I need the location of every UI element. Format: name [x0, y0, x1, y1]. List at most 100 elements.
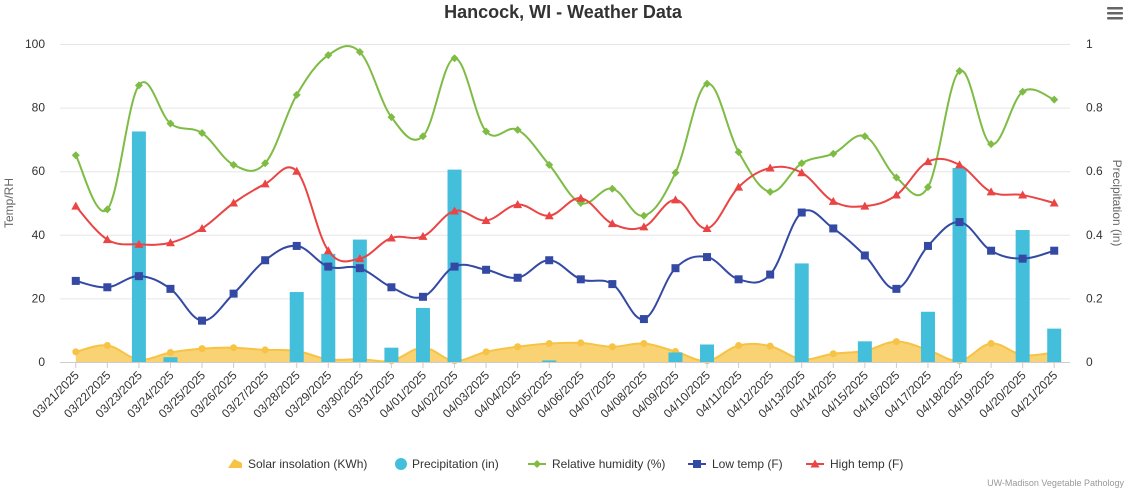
series-point[interactable]: [544, 211, 554, 220]
series-point[interactable]: [513, 200, 523, 209]
series-point[interactable]: [703, 253, 712, 262]
precipitation-bar[interactable]: [384, 347, 399, 362]
precipitation-bar[interactable]: [857, 341, 872, 362]
series-point[interactable]: [829, 149, 838, 158]
series-point[interactable]: [482, 127, 491, 136]
credits[interactable]: UW-Madison Vegetable Pathology: [987, 478, 1124, 488]
series-point[interactable]: [292, 90, 301, 99]
series-point[interactable]: [134, 239, 144, 248]
series-point[interactable]: [892, 173, 901, 182]
series-point[interactable]: [987, 246, 996, 255]
series-point[interactable]: [766, 270, 775, 279]
series-point[interactable]: [923, 241, 932, 250]
precipitation-bar[interactable]: [1047, 328, 1062, 362]
legend-marker[interactable]: [693, 460, 701, 468]
precipitation-bar[interactable]: [920, 311, 935, 362]
series-point[interactable]: [134, 272, 143, 281]
series-point[interactable]: [387, 283, 396, 292]
series-point[interactable]: [513, 273, 522, 282]
series-point[interactable]: [324, 51, 333, 60]
series-point[interactable]: [229, 198, 239, 207]
precipitation-bar[interactable]: [163, 357, 178, 362]
series-point[interactable]: [797, 208, 806, 217]
series-point[interactable]: [828, 196, 838, 205]
legend-item[interactable]: Relative humidity (%): [528, 457, 665, 471]
series-point[interactable]: [923, 183, 932, 192]
series-point[interactable]: [576, 275, 585, 284]
series-point[interactable]: [703, 79, 712, 88]
series-point[interactable]: [986, 187, 996, 196]
series-point[interactable]: [766, 187, 775, 196]
series-point[interactable]: [1018, 87, 1027, 96]
series-point[interactable]: [198, 129, 207, 138]
series-point[interactable]: [324, 262, 333, 271]
series-point[interactable]: [482, 265, 491, 274]
series-point[interactable]: [671, 168, 680, 177]
series-point[interactable]: [450, 54, 459, 63]
series-point[interactable]: [860, 251, 869, 260]
series-point[interactable]: [355, 254, 365, 263]
series-point[interactable]: [418, 132, 427, 141]
series-point[interactable]: [1018, 254, 1027, 263]
series-point[interactable]: [102, 235, 112, 244]
series-point[interactable]: [702, 223, 712, 232]
series-point[interactable]: [955, 67, 964, 76]
precipitation-bar[interactable]: [952, 168, 967, 362]
series-point[interactable]: [955, 160, 965, 169]
series-point[interactable]: [71, 276, 80, 285]
legend-marker[interactable]: [810, 459, 820, 468]
legend-item[interactable]: Solar insolation (KWh): [228, 457, 367, 471]
precipitation-bar[interactable]: [415, 307, 430, 362]
series-point[interactable]: [386, 233, 396, 242]
series-point[interactable]: [165, 238, 175, 247]
series-point[interactable]: [987, 140, 996, 149]
series-point[interactable]: [608, 184, 617, 193]
series-point[interactable]: [1050, 95, 1059, 104]
series-point[interactable]: [639, 222, 649, 231]
series-point[interactable]: [892, 284, 901, 293]
series-point[interactable]: [608, 280, 617, 289]
series-point[interactable]: [481, 215, 491, 224]
series-point[interactable]: [513, 125, 522, 134]
series-point[interactable]: [418, 231, 428, 240]
series-point[interactable]: [891, 190, 901, 199]
legend-marker[interactable]: [533, 460, 541, 468]
series-point[interactable]: [607, 219, 617, 228]
series-point[interactable]: [71, 151, 80, 160]
series-point[interactable]: [1018, 190, 1028, 199]
series-point[interactable]: [734, 275, 743, 284]
series-point[interactable]: [797, 168, 807, 177]
precipitation-bar[interactable]: [542, 360, 557, 362]
series-point[interactable]: [418, 292, 427, 301]
legend-item[interactable]: Low temp (F): [688, 457, 783, 471]
series-point[interactable]: [260, 179, 270, 188]
series-point[interactable]: [197, 223, 207, 232]
series-point[interactable]: [860, 132, 869, 141]
series-point[interactable]: [355, 264, 364, 273]
precipitation-bar[interactable]: [700, 344, 715, 362]
series-point[interactable]: [103, 205, 112, 214]
series-point[interactable]: [387, 113, 396, 122]
series-point[interactable]: [261, 159, 270, 168]
legend-item[interactable]: Precipitation (in): [395, 457, 499, 471]
series-point[interactable]: [860, 201, 870, 210]
series-point[interactable]: [670, 195, 680, 204]
series-point[interactable]: [545, 256, 554, 265]
series-point[interactable]: [829, 224, 838, 233]
series-point[interactable]: [198, 316, 207, 325]
series-point[interactable]: [229, 289, 238, 298]
precipitation-bar[interactable]: [321, 253, 336, 362]
series-point[interactable]: [1050, 246, 1059, 255]
series-point[interactable]: [450, 262, 459, 271]
precipitation-bar[interactable]: [289, 292, 304, 362]
hamburger-menu-icon[interactable]: [1107, 7, 1123, 20]
series-point[interactable]: [166, 119, 175, 128]
series-point[interactable]: [639, 315, 648, 324]
series-point[interactable]: [134, 81, 143, 90]
series-point[interactable]: [450, 206, 460, 215]
series-point[interactable]: [229, 160, 238, 169]
precipitation-bar[interactable]: [1015, 230, 1030, 362]
series-point[interactable]: [292, 241, 301, 250]
series-point[interactable]: [639, 211, 648, 220]
series-point[interactable]: [355, 47, 364, 56]
